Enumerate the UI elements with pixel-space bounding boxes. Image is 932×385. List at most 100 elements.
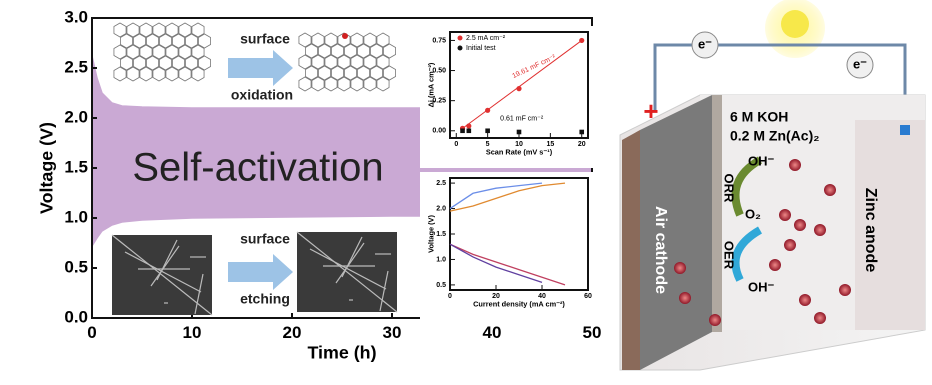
hexagon [166,67,178,81]
ball [674,262,686,274]
x-tick-label: 0 [448,293,452,300]
y-tick-label: 1.5 [436,231,446,238]
ball [789,159,801,171]
legend-label: 2.5 mA cm⁻² [466,35,506,42]
point [579,130,584,135]
x-tick-label: 30 [383,323,402,342]
ball [824,184,836,196]
x-tick-label: 20 [578,141,586,148]
hexagon [312,77,324,91]
y-tick-label: 2.0 [436,205,446,212]
cathode-plate [640,95,712,370]
plus: + [643,96,658,126]
y-tick-label: 1.0 [64,207,88,226]
cathode-edge [712,95,722,332]
point [516,86,521,91]
arrow [228,254,293,290]
annotation: surface [240,231,290,247]
ball [679,292,691,304]
battery-diagram: + e⁻ e⁻ 6 M KOH 0.2 M Zn(Ac)₂ OH⁻ ORR O₂… [620,0,925,370]
x-tick-label: 0 [87,323,96,342]
hexagon [179,67,191,81]
ball [814,312,826,324]
y-tick-label: 1.0 [436,256,446,263]
hexagon [299,77,311,91]
ball [779,209,791,221]
point [485,128,490,133]
oxygen-group [342,33,348,39]
y-tick-label: 3.0 [64,7,88,26]
bulb [781,10,809,38]
y-tick-label: 2.5 [436,180,446,187]
y-tick-label: 0.5 [436,282,446,289]
point [466,123,471,128]
annotation: surface [240,31,290,47]
legend-swatch [458,36,463,41]
annotation: oxidation [231,87,293,103]
ball [769,259,781,271]
species: O₂ [745,206,761,221]
x-tick-label: 20 [283,323,302,342]
x-tick-label: 0 [454,141,458,148]
electron-label: e⁻ [698,36,712,51]
y-tick-label: 0.5 [64,257,88,276]
annotation: 0.61 mF cm⁻² [500,116,544,123]
x-tick-label: 40 [483,323,502,342]
point [579,38,584,43]
graphene [114,23,211,81]
legend-label: Initial test [466,45,496,52]
annotation: Self-activation [132,146,383,190]
species: OH⁻ [748,279,775,294]
arrow [228,50,293,86]
ball [784,239,796,251]
cathode-label: Air cathode [652,206,669,294]
y-axis-label: Δj (mA cm⁻²) [427,62,436,107]
hexagon [114,67,126,81]
hexagon [153,67,165,81]
point [460,128,465,133]
hexagon [127,67,139,81]
electrolyte: 0.2 M Zn(Ac)₂ [730,128,819,144]
annotation: etching [240,291,290,307]
y-axis-label: Voltage (V) [427,215,436,253]
minus [900,125,910,135]
legend-swatch [458,46,463,51]
x-axis-label: Scan Rate (mV s⁻¹) [486,148,553,157]
y-axis-label: Voltage (V) [37,122,57,214]
hexagon [140,67,152,81]
x-tick-label: 60 [584,293,592,300]
y-tick-label: 1.5 [64,157,88,176]
graphene [299,33,396,91]
species: OH⁻ [748,153,775,168]
reaction: OER [722,241,737,270]
ball [794,219,806,231]
y-tick-label: 2.5 [64,57,88,76]
x-axis-label: Current density (mA cm⁻²) [473,300,565,309]
hexagon [377,77,389,91]
point [467,128,472,133]
x-axis-label: Time (h) [307,342,376,362]
hexagon [364,77,376,91]
figure: 010203040500.00.51.01.52.02.53.0Time (h)… [0,0,932,380]
ball [839,284,851,296]
anode-label: Zinc anode [862,188,879,273]
x-tick-label: 10 [183,323,202,342]
hexagon [325,77,337,91]
hexagon [351,77,363,91]
hexagon [192,67,204,81]
electrolyte: 6 M KOH [730,109,788,125]
ball [709,314,721,326]
reaction: ORR [722,174,737,204]
y-tick-label: 0.75 [432,37,446,44]
ball [814,224,826,236]
y-tick-label: 0.0 [64,307,88,326]
y-tick-label: 0.00 [432,128,446,135]
hexagon [338,77,350,91]
cathode-side [622,130,640,370]
point [517,130,522,135]
y-tick-label: 2.0 [64,107,88,126]
ball [799,294,811,306]
electron-label: e⁻ [853,56,867,71]
point [485,108,490,113]
